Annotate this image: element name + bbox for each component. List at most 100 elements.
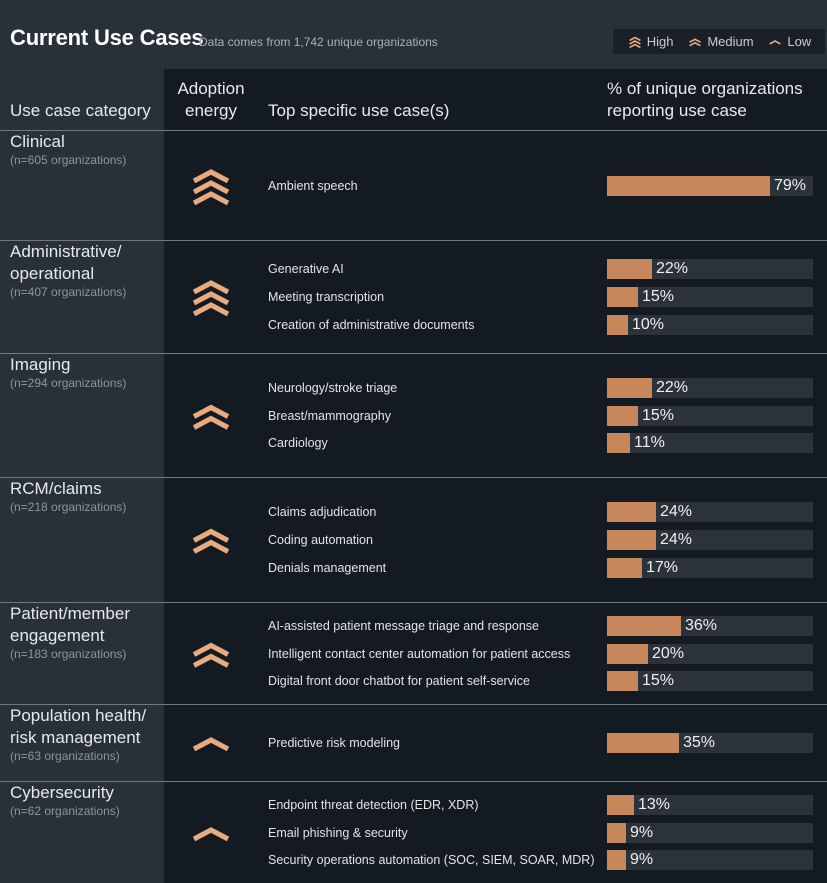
category-label: Clinical (n=605 organizations): [10, 131, 160, 168]
category-name: Patient/member engagement: [10, 604, 130, 645]
bar-track: 15%: [607, 405, 813, 426]
bar-value-label: 22%: [656, 260, 689, 278]
bar-value-label: 9%: [630, 823, 654, 841]
category-row: Clinical (n=605 organizations) Ambient spe…: [0, 131, 827, 240]
bar-track: 79%: [607, 175, 813, 196]
category-count: (n=183 organizations): [10, 647, 127, 661]
legend-chevron-medium-icon: [689, 37, 702, 46]
adoption-high-icon: [192, 280, 230, 317]
bar-track: 9%: [607, 822, 813, 843]
category-count: (n=605 organizations): [10, 153, 127, 167]
bar: [607, 557, 642, 578]
category-row: Imaging (n=294 organizations) Neurology/st…: [0, 354, 827, 477]
bar: [607, 259, 652, 280]
use-case-label: Breast/mammography: [268, 408, 391, 423]
use-case-label: Security operations automation (SOC, SIE…: [268, 853, 595, 868]
bar-track: 13%: [607, 794, 813, 815]
bar-track: 35%: [607, 733, 813, 753]
bar-track: 9%: [607, 850, 813, 871]
bar: [607, 175, 770, 196]
use-case-label: Neurology/stroke triage: [268, 380, 398, 395]
legend-label: High: [646, 34, 674, 49]
bar-value-label: 24%: [660, 531, 693, 548]
legend-item-medium: Medium: [687, 34, 754, 49]
column-header-category: Use case category: [10, 101, 151, 120]
category-name: Imaging: [10, 355, 71, 374]
bar-value-label: 24%: [660, 503, 693, 521]
bar: [607, 405, 638, 426]
category-label: Patient/member engagement (n=183 organiza…: [10, 603, 160, 662]
row-divider: [0, 704, 827, 705]
legend: High Medium Low: [613, 29, 825, 54]
bar-track: 24%: [607, 502, 813, 523]
use-case-label: Endpoint threat detection (EDR, XDR): [268, 797, 479, 812]
row-divider: [0, 602, 827, 603]
use-case-label: Ambient speech: [268, 178, 358, 193]
bar-track: 24%: [607, 530, 813, 550]
category-count: (n=294 organizations): [10, 376, 127, 390]
adoption-energy-indicator: [190, 632, 232, 676]
bar-track: 17%: [607, 557, 813, 578]
adoption-low-icon: [192, 826, 230, 841]
use-case-label: Cardiology: [268, 436, 328, 451]
category-name: Clinical: [10, 132, 65, 151]
page-subtitle: Data comes from 1,742 unique organizatio…: [199, 35, 438, 49]
legend-chevron-low-icon: [769, 39, 782, 45]
page-title: Current Use Cases: [10, 25, 204, 50]
use-case-label: Meeting transcription: [268, 290, 385, 304]
legend-label: Low: [787, 34, 812, 49]
category-label: Population health/ risk management (n=63 …: [10, 705, 160, 764]
bar: [607, 615, 681, 636]
bar: [607, 287, 638, 307]
bar: [607, 643, 648, 664]
category-row: Administrative/ operational (n=407 organi…: [0, 241, 827, 353]
category-column-panel: [0, 69, 164, 883]
adoption-energy-indicator: [190, 721, 232, 765]
row-divider: [0, 781, 827, 782]
category-row: Patient/member engagement (n=183 organiza…: [0, 603, 827, 704]
adoption-energy-indicator: [190, 394, 232, 438]
bar: [607, 794, 634, 815]
adoption-energy-indicator: [190, 811, 232, 855]
adoption-energy-indicator: [190, 518, 232, 562]
category-row: Cybersecurity (n=62 organizations) Endpoin…: [0, 782, 827, 883]
column-header-adoption: Adoption energy: [177, 79, 245, 120]
bar-value-label: 9%: [630, 851, 654, 869]
bar-value-label: 13%: [638, 795, 671, 813]
header-bar: Current Use Cases Data comes from 1,742 …: [0, 0, 827, 69]
bar-track: 15%: [607, 671, 813, 692]
bar-track: 15%: [607, 287, 813, 307]
use-case-label: Predictive risk modeling: [268, 736, 400, 750]
category-count: (n=218 organizations): [10, 500, 127, 514]
adoption-high-icon: [192, 168, 230, 205]
row-divider: [0, 353, 827, 354]
bar-value-label: 15%: [642, 406, 675, 424]
row-divider: [0, 130, 827, 131]
adoption-medium-icon: [192, 642, 230, 668]
category-label: Imaging (n=294 organizations): [10, 354, 160, 391]
category-label: Administrative/ operational (n=407 organi…: [10, 241, 160, 300]
bar: [607, 433, 630, 454]
use-case-label: Coding automation: [268, 533, 373, 547]
bar-track: 11%: [607, 433, 813, 454]
category-name: Administrative/ operational: [10, 242, 122, 283]
bar: [607, 377, 652, 398]
bar-value-label: 15%: [642, 672, 675, 690]
bar: [607, 733, 679, 753]
legend-item-high: High: [627, 34, 674, 49]
category-row: Population health/ risk management (n=63 …: [0, 705, 827, 781]
adoption-medium-icon: [192, 528, 230, 554]
legend-chevron-high-icon: [628, 36, 641, 48]
bar-track: 10%: [607, 314, 813, 335]
column-header-use-case: Top specific use case(s): [268, 101, 450, 120]
use-case-label: Digital front door chatbot for patient s…: [268, 674, 530, 689]
adoption-low-icon: [192, 737, 230, 752]
category-count: (n=407 organizations): [10, 285, 127, 299]
use-case-label: Creation of administrative documents: [268, 317, 475, 332]
category-count: (n=63 organizations): [10, 749, 120, 763]
bar-value-label: 11%: [634, 434, 665, 452]
bar: [607, 822, 626, 843]
bar-track: 22%: [607, 377, 813, 398]
bar-track: 20%: [607, 643, 813, 664]
bar-track: 22%: [607, 259, 813, 280]
